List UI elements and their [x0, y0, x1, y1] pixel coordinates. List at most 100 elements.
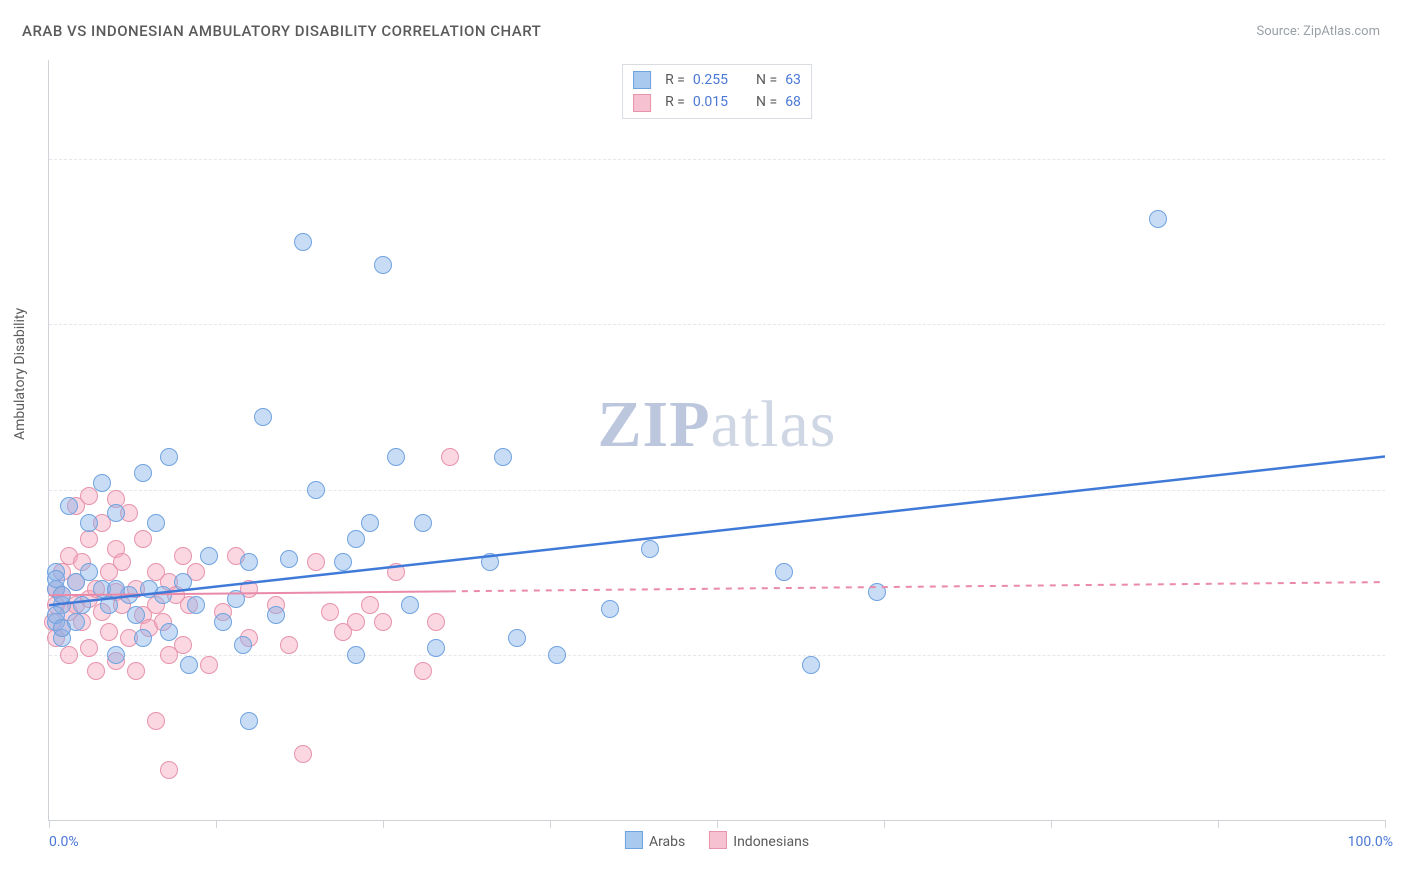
- indonesians-point: [174, 547, 192, 565]
- arabs-point: [53, 586, 71, 604]
- indonesians-point: [60, 646, 78, 664]
- square-icon: [633, 71, 651, 89]
- arabs-point: [1149, 210, 1167, 228]
- arabs-point: [160, 448, 178, 466]
- gridline: [49, 159, 1385, 160]
- indonesians-point: [80, 530, 98, 548]
- arabs-point: [200, 547, 218, 565]
- arabs-point: [127, 606, 145, 624]
- arabs-point: [601, 600, 619, 618]
- indonesians-point: [414, 662, 432, 680]
- arabs-point: [347, 530, 365, 548]
- arabs-point: [267, 606, 285, 624]
- x-tick: [1385, 820, 1386, 828]
- indonesians-point: [321, 603, 339, 621]
- chart-title: ARAB VS INDONESIAN AMBULATORY DISABILITY…: [22, 22, 541, 40]
- x-tick: [383, 820, 384, 828]
- arabs-point: [100, 596, 118, 614]
- legend-item: Indonesians: [709, 831, 809, 850]
- indonesians-point: [174, 636, 192, 654]
- x-tick: [1218, 820, 1219, 828]
- arabs-point: [307, 481, 325, 499]
- x-tick: [216, 820, 217, 828]
- arabs-point: [227, 590, 245, 608]
- arabs-point: [120, 586, 138, 604]
- arabs-point: [254, 408, 272, 426]
- indonesians-point: [80, 487, 98, 505]
- arabs-point: [73, 596, 91, 614]
- arabs-point: [147, 514, 165, 532]
- arabs-point: [180, 656, 198, 674]
- x-tick: [717, 820, 718, 828]
- arabs-point: [107, 504, 125, 522]
- arabs-point: [387, 448, 405, 466]
- arabs-point: [107, 646, 125, 664]
- arabs-point: [80, 514, 98, 532]
- indonesians-point: [307, 553, 325, 571]
- legend-series: Arabs Indonesians: [625, 831, 809, 850]
- y-axis-label: Ambulatory Disability: [12, 308, 28, 440]
- arabs-point: [187, 596, 205, 614]
- y-tick-label: 15.0%: [1391, 316, 1406, 332]
- indonesians-point: [374, 613, 392, 631]
- x-axis-max-label: 100.0%: [1348, 834, 1393, 850]
- arabs-point: [60, 497, 78, 515]
- x-tick: [1051, 820, 1052, 828]
- arabs-point: [240, 712, 258, 730]
- indonesians-point: [294, 745, 312, 763]
- arabs-point: [334, 553, 352, 571]
- y-tick-label: 5.0%: [1391, 647, 1406, 663]
- indonesians-point: [427, 613, 445, 631]
- arabs-point: [775, 563, 793, 581]
- x-tick: [550, 820, 551, 828]
- watermark: ZIPatlas: [598, 387, 837, 463]
- indonesians-point: [147, 712, 165, 730]
- trend-lines: [49, 60, 1385, 820]
- x-tick: [884, 820, 885, 828]
- arabs-point: [134, 464, 152, 482]
- arabs-point: [93, 474, 111, 492]
- arabs-point: [802, 656, 820, 674]
- indonesians-point: [347, 613, 365, 631]
- indonesians-point: [441, 448, 459, 466]
- gridline: [49, 490, 1385, 491]
- arabs-point: [154, 586, 172, 604]
- arabs-point: [548, 646, 566, 664]
- indonesians-point: [200, 656, 218, 674]
- y-tick-label: 10.0%: [1391, 482, 1406, 498]
- arabs-point: [641, 540, 659, 558]
- indonesians-point: [100, 623, 118, 641]
- indonesians-point: [87, 662, 105, 680]
- arabs-point: [80, 563, 98, 581]
- arabs-point: [160, 623, 178, 641]
- arabs-point: [240, 553, 258, 571]
- arabs-point: [414, 514, 432, 532]
- indonesians-point: [387, 563, 405, 581]
- arabs-point: [174, 573, 192, 591]
- indonesians-point: [127, 662, 145, 680]
- x-tick: [49, 820, 50, 828]
- y-tick-label: 20.0%: [1391, 151, 1406, 167]
- indonesians-point: [361, 596, 379, 614]
- legend-item: Arabs: [625, 831, 685, 850]
- indonesians-point: [280, 636, 298, 654]
- arabs-point: [494, 448, 512, 466]
- arabs-point: [361, 514, 379, 532]
- indonesians-point: [113, 553, 131, 571]
- arabs-point: [481, 553, 499, 571]
- arabs-point: [280, 550, 298, 568]
- gridline: [49, 324, 1385, 325]
- square-icon: [625, 831, 643, 849]
- arabs-point: [347, 646, 365, 664]
- arabs-point: [234, 636, 252, 654]
- arabs-point: [134, 629, 152, 647]
- square-icon: [633, 94, 651, 112]
- square-icon: [709, 831, 727, 849]
- arabs-point: [67, 613, 85, 631]
- x-axis-min-label: 0.0%: [49, 834, 79, 850]
- arabs-point: [47, 570, 65, 588]
- scatter-plot: ZIPatlas R = 0.255 N = 63 R = 0.015 N = …: [48, 60, 1385, 821]
- arabs-point: [214, 613, 232, 631]
- legend-stats: R = 0.255 N = 63 R = 0.015 N = 68: [622, 64, 812, 119]
- gridline: [49, 655, 1385, 656]
